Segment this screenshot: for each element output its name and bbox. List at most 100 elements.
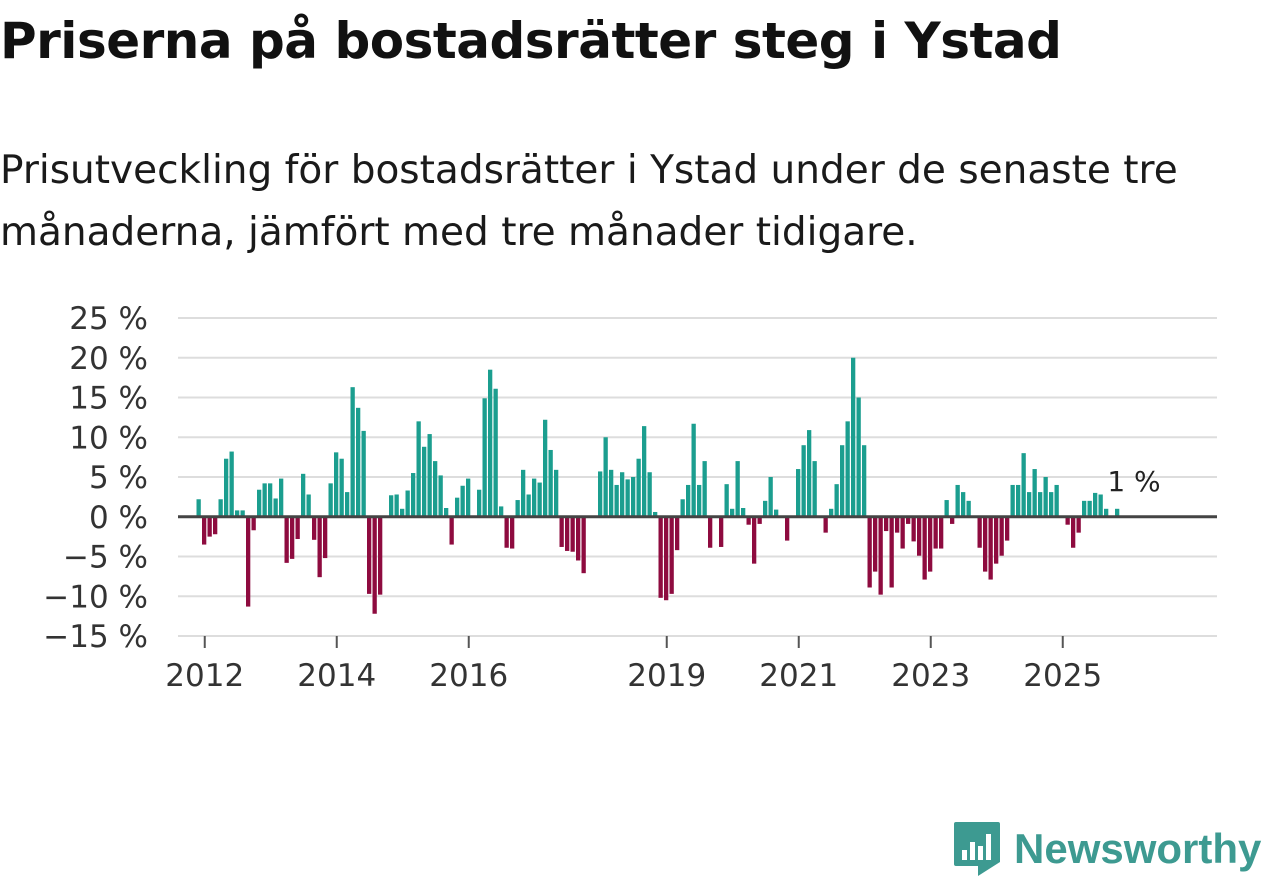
x-tick-label: 2023 <box>891 658 970 694</box>
bar <box>911 516 916 542</box>
bar <box>1027 492 1032 517</box>
brand-logo: Newsworthy <box>952 820 1261 878</box>
bar <box>647 472 652 517</box>
y-tick-label: 15 % <box>69 381 148 417</box>
brand-name: Newsworthy <box>1014 825 1262 872</box>
x-tick-label: 2025 <box>1023 658 1102 694</box>
bar <box>708 516 713 548</box>
bar <box>323 516 328 559</box>
bar <box>455 497 460 517</box>
bar <box>1082 500 1087 517</box>
bar <box>730 508 735 517</box>
bar <box>691 423 696 517</box>
bar <box>823 516 828 533</box>
chart-title: Priserna på bostadsrätter steg i Ystad <box>0 12 1062 70</box>
bar <box>334 452 339 517</box>
bar <box>658 516 663 598</box>
bar <box>1005 516 1010 541</box>
bar <box>240 510 245 517</box>
bars <box>196 357 1120 614</box>
x-tick-label: 2021 <box>759 658 838 694</box>
bar <box>488 369 493 517</box>
bar <box>570 516 575 552</box>
bar <box>631 477 636 517</box>
bar <box>1098 494 1103 517</box>
bar <box>559 516 564 547</box>
bar <box>1093 492 1098 517</box>
bar-chart: 25 % 20 % 15 %10 % 5 % 0 % −5 %−10 % −15 % 201… <box>43 301 1217 694</box>
bar <box>598 471 603 517</box>
grid-lines <box>178 317 1217 637</box>
bar <box>202 516 207 545</box>
bar <box>532 478 537 517</box>
bar <box>510 516 515 549</box>
bar <box>482 398 487 517</box>
bar <box>499 506 504 517</box>
bar <box>669 516 674 594</box>
bar <box>1071 516 1076 548</box>
bar <box>438 475 443 517</box>
bar <box>543 419 548 517</box>
bar <box>735 461 740 517</box>
bar <box>427 434 432 517</box>
bar <box>988 516 993 580</box>
bar <box>917 516 922 556</box>
annotations: 1 % <box>1107 465 1160 498</box>
bar <box>796 469 801 517</box>
bar <box>251 516 256 531</box>
bar <box>444 508 449 517</box>
bar <box>224 458 229 517</box>
bar <box>1076 516 1081 533</box>
bar <box>922 516 927 580</box>
bar <box>339 458 344 517</box>
bar <box>372 516 377 614</box>
bar <box>994 516 999 564</box>
x-tick-label: 2012 <box>165 658 244 694</box>
bar <box>1115 508 1120 517</box>
bar <box>944 500 949 517</box>
y-tick-label: 25 % <box>69 301 148 337</box>
bar <box>306 494 311 517</box>
newsworthy-logo-icon <box>954 822 1000 876</box>
bar <box>812 461 817 517</box>
bar <box>218 499 223 517</box>
bar <box>301 473 306 517</box>
bar <box>477 489 482 517</box>
y-tick-label: −10 % <box>43 579 148 615</box>
bar <box>889 516 894 588</box>
bar <box>933 516 938 549</box>
bar <box>785 516 790 541</box>
bar <box>262 483 267 517</box>
bar <box>620 472 625 517</box>
bar <box>356 407 361 517</box>
bar <box>290 516 295 559</box>
bar <box>768 477 773 517</box>
y-axis-labels: 25 % 20 % 15 %10 % 5 % 0 % −5 %−10 % −15 % <box>43 301 148 655</box>
y-tick-label: 20 % <box>69 341 148 377</box>
bar <box>752 516 757 564</box>
bar <box>526 494 531 517</box>
bar <box>1049 492 1054 517</box>
bar <box>1021 453 1026 517</box>
bar <box>207 516 212 537</box>
bar <box>295 516 300 540</box>
bar <box>983 516 988 572</box>
bar <box>829 508 834 517</box>
bar <box>774 509 779 517</box>
bar <box>801 445 806 517</box>
bar <box>433 461 438 517</box>
bar <box>653 511 658 517</box>
bar <box>1016 484 1021 517</box>
bar <box>977 516 982 548</box>
bar <box>928 516 933 572</box>
bar <box>862 445 867 517</box>
bar <box>1032 469 1037 517</box>
bar <box>614 484 619 517</box>
bar <box>361 430 366 517</box>
bar <box>873 516 878 572</box>
bar <box>389 495 394 517</box>
bar <box>1038 492 1043 517</box>
bar <box>1065 516 1070 525</box>
bar <box>719 516 724 547</box>
bar <box>763 500 768 517</box>
